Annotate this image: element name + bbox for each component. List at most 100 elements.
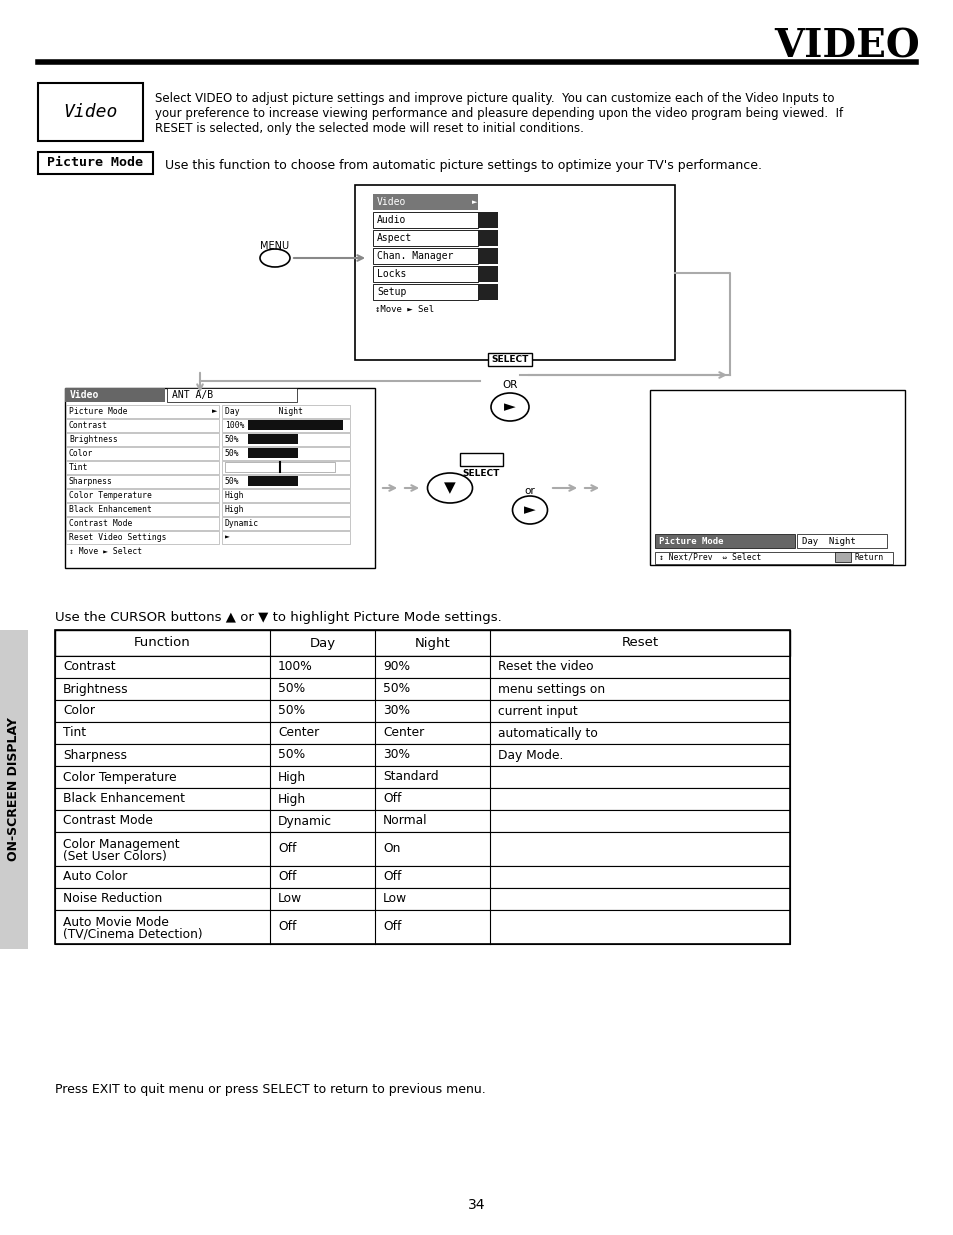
- Text: Contrast: Contrast: [63, 661, 115, 673]
- Text: Contrast: Contrast: [69, 420, 108, 430]
- Bar: [373, 212, 477, 228]
- Text: Night: Night: [415, 636, 450, 650]
- Bar: [477, 212, 497, 228]
- Bar: [796, 534, 886, 548]
- Bar: [55, 630, 789, 656]
- Text: MENU: MENU: [260, 241, 290, 251]
- Text: 50%: 50%: [277, 748, 305, 762]
- Text: Day: Day: [309, 636, 335, 650]
- Text: ►: ►: [225, 532, 230, 541]
- Bar: [248, 448, 297, 458]
- Text: Low: Low: [382, 893, 407, 905]
- Text: 30%: 30%: [382, 748, 410, 762]
- Text: Black Enhancement: Black Enhancement: [69, 505, 152, 514]
- Text: 90%: 90%: [382, 661, 410, 673]
- Bar: [66, 503, 219, 516]
- Bar: [38, 152, 152, 174]
- Text: Select VIDEO to adjust picture settings and improve picture quality.  You can cu: Select VIDEO to adjust picture settings …: [154, 91, 834, 105]
- Text: Chan. Manager: Chan. Manager: [376, 251, 453, 261]
- Bar: [459, 453, 502, 466]
- Bar: [55, 656, 789, 678]
- Text: RESET is selected, only the selected mode will reset to initial conditions.: RESET is selected, only the selected mod…: [154, 122, 583, 135]
- Bar: [222, 419, 350, 432]
- Bar: [477, 266, 497, 282]
- Bar: [373, 266, 477, 282]
- Text: Auto Movie Mode: Auto Movie Mode: [63, 915, 169, 929]
- Text: Normal: Normal: [382, 815, 427, 827]
- Text: Video: Video: [70, 390, 99, 400]
- Text: Auto Color: Auto Color: [63, 871, 128, 883]
- Text: Day Mode.: Day Mode.: [497, 748, 563, 762]
- Text: Color: Color: [69, 448, 93, 457]
- Bar: [55, 866, 789, 888]
- Bar: [373, 248, 477, 264]
- Text: Day  Night: Day Night: [801, 536, 855, 546]
- Text: Return: Return: [854, 552, 883, 562]
- Text: Press EXIT to quit menu or press SELECT to return to previous menu.: Press EXIT to quit menu or press SELECT …: [55, 1083, 485, 1097]
- Bar: [373, 194, 477, 210]
- Text: ►: ►: [212, 408, 217, 414]
- Text: ON-SCREEN DISPLAY: ON-SCREEN DISPLAY: [8, 718, 20, 862]
- Text: Reset Video Settings: Reset Video Settings: [69, 532, 167, 541]
- Text: Contrast Mode: Contrast Mode: [69, 519, 132, 527]
- Bar: [0, 630, 28, 948]
- Text: ►: ►: [523, 503, 536, 517]
- Ellipse shape: [491, 393, 529, 421]
- Text: ↕ Move ► Select: ↕ Move ► Select: [69, 547, 142, 556]
- Bar: [55, 743, 789, 766]
- Bar: [222, 531, 350, 543]
- Text: High: High: [225, 505, 244, 514]
- Bar: [65, 388, 375, 568]
- Bar: [66, 531, 219, 543]
- Text: Sharpness: Sharpness: [69, 477, 112, 485]
- Text: or: or: [524, 487, 535, 496]
- Bar: [66, 433, 219, 446]
- Text: Off: Off: [277, 920, 296, 934]
- Ellipse shape: [260, 249, 290, 267]
- Bar: [66, 461, 219, 474]
- Bar: [55, 722, 789, 743]
- Text: Standard: Standard: [382, 771, 438, 783]
- Text: Picture Mode: Picture Mode: [69, 406, 128, 415]
- Text: Color: Color: [63, 704, 95, 718]
- Bar: [655, 552, 892, 564]
- Text: your preference to increase viewing performance and pleasure depending upon the : your preference to increase viewing perf…: [154, 107, 842, 120]
- Text: ▼: ▼: [444, 480, 456, 495]
- Bar: [65, 388, 165, 403]
- Bar: [66, 405, 219, 417]
- Bar: [649, 390, 904, 564]
- Text: Low: Low: [277, 893, 302, 905]
- Bar: [55, 888, 789, 910]
- Text: OR: OR: [502, 380, 517, 390]
- Bar: [167, 388, 296, 403]
- Text: On: On: [382, 842, 400, 856]
- Text: Aspect: Aspect: [376, 233, 412, 243]
- Text: Contrast Mode: Contrast Mode: [63, 815, 152, 827]
- Text: Function: Function: [134, 636, 191, 650]
- Bar: [66, 489, 219, 501]
- Ellipse shape: [427, 473, 472, 503]
- Bar: [66, 419, 219, 432]
- Text: (Set User Colors): (Set User Colors): [63, 850, 167, 863]
- Bar: [55, 678, 789, 700]
- Bar: [66, 447, 219, 459]
- Bar: [55, 810, 789, 832]
- Text: Brightness: Brightness: [69, 435, 117, 443]
- Text: Off: Off: [277, 842, 296, 856]
- Bar: [66, 475, 219, 488]
- Bar: [477, 248, 497, 264]
- Ellipse shape: [512, 496, 547, 524]
- Text: menu settings on: menu settings on: [497, 683, 604, 695]
- Text: 50%: 50%: [225, 435, 239, 443]
- Text: Color Temperature: Color Temperature: [69, 490, 152, 499]
- Bar: [355, 185, 675, 359]
- Text: Locks: Locks: [376, 269, 406, 279]
- Text: ►: ►: [503, 399, 516, 415]
- Text: Color Temperature: Color Temperature: [63, 771, 176, 783]
- Bar: [248, 420, 343, 430]
- Text: 34: 34: [468, 1198, 485, 1212]
- Text: Audio: Audio: [376, 215, 406, 225]
- Bar: [38, 83, 143, 141]
- Bar: [373, 284, 477, 300]
- Bar: [222, 405, 350, 417]
